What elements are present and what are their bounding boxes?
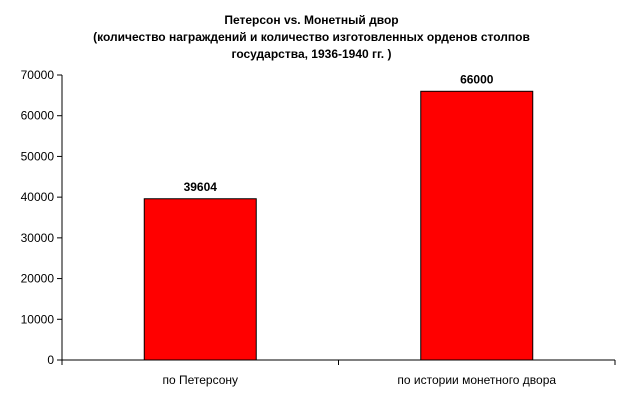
y-tick-label: 30000 — [21, 231, 55, 245]
data-labels: 39604 66000 — [184, 72, 494, 193]
y-tick-label: 70000 — [21, 68, 55, 82]
x-axis-ticks: по Петерсону по истории монетного двора — [61, 360, 616, 387]
data-label: 39604 — [184, 180, 218, 194]
x-tick-label: по Петерсону — [162, 373, 238, 387]
y-tick-label: 0 — [47, 353, 54, 367]
chart-subtitle-line-2: государства, 1936-1940 гг. ) — [231, 47, 392, 61]
y-tick-label: 40000 — [21, 190, 55, 204]
bar — [420, 90, 534, 361]
axes — [57, 75, 615, 361]
data-label: 66000 — [460, 72, 494, 86]
y-tick-label: 60000 — [21, 109, 55, 123]
y-tick-label: 20000 — [21, 272, 55, 286]
bars — [143, 90, 534, 361]
y-tick-label: 50000 — [21, 149, 55, 163]
bar — [143, 198, 257, 361]
y-tick-label: 10000 — [21, 312, 55, 326]
x-tick-label: по истории монетного двора — [397, 373, 556, 387]
chart-title: Петерсон vs. Монетный двор — [224, 13, 399, 27]
y-axis-ticks: 0 10000 20000 30000 40000 50000 60000 70000 — [21, 68, 62, 367]
chart-subtitle-line-1: (количество награждений и количество изг… — [93, 30, 530, 44]
chart-title-block: Петерсон vs. Монетный двор (количество н… — [0, 12, 623, 63]
